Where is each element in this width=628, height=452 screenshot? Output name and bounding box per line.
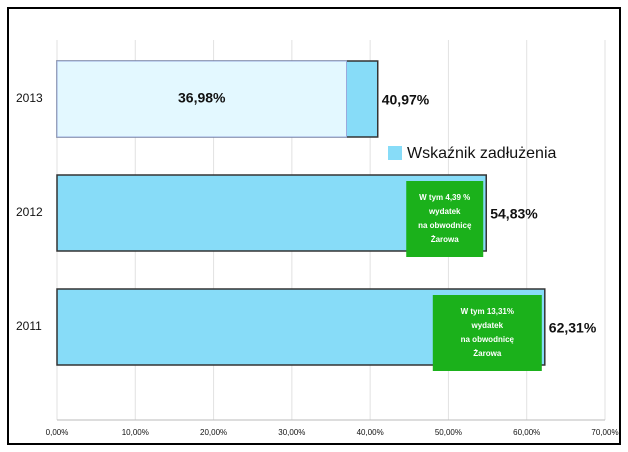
x-tick-label: 40,00%	[357, 428, 384, 437]
x-tick-label: 50,00%	[435, 428, 462, 437]
annotation-text: na obwodnicę	[461, 335, 515, 344]
y-tick-label: 2013	[16, 91, 43, 105]
y-tick-label: 2012	[16, 205, 43, 219]
x-tick-label: 30,00%	[278, 428, 305, 437]
annotation-text: Żarowa	[473, 349, 502, 358]
x-tick-label: 60,00%	[513, 428, 540, 437]
value-label: 40,97%	[382, 92, 430, 108]
inner-segment	[56, 60, 348, 138]
x-tick-label: 10,00%	[122, 428, 149, 437]
annotation-text: Żarowa	[431, 235, 460, 244]
annotation-box	[406, 181, 484, 257]
value-label: 54,83%	[490, 206, 538, 222]
annotation-box	[432, 295, 542, 371]
annotation-text: W tym 13,31%	[461, 307, 514, 316]
annotation-text: na obwodnicę	[418, 221, 472, 230]
legend-swatch	[388, 146, 402, 160]
annotation-text: wydatek	[428, 207, 461, 216]
x-tick-label: 70,00%	[591, 428, 618, 437]
x-tick-label: 0,00%	[46, 428, 69, 437]
y-tick-label: 2011	[16, 319, 42, 333]
annotation-text: W tym 4,39 %	[419, 193, 470, 202]
inner-label: 36,98%	[178, 90, 226, 106]
x-tick-label: 20,00%	[200, 428, 227, 437]
legend-label: Wskaźnik zadłużenia	[407, 145, 557, 162]
annotation-text: wydatek	[471, 321, 504, 330]
value-label: 62,31%	[549, 320, 597, 336]
